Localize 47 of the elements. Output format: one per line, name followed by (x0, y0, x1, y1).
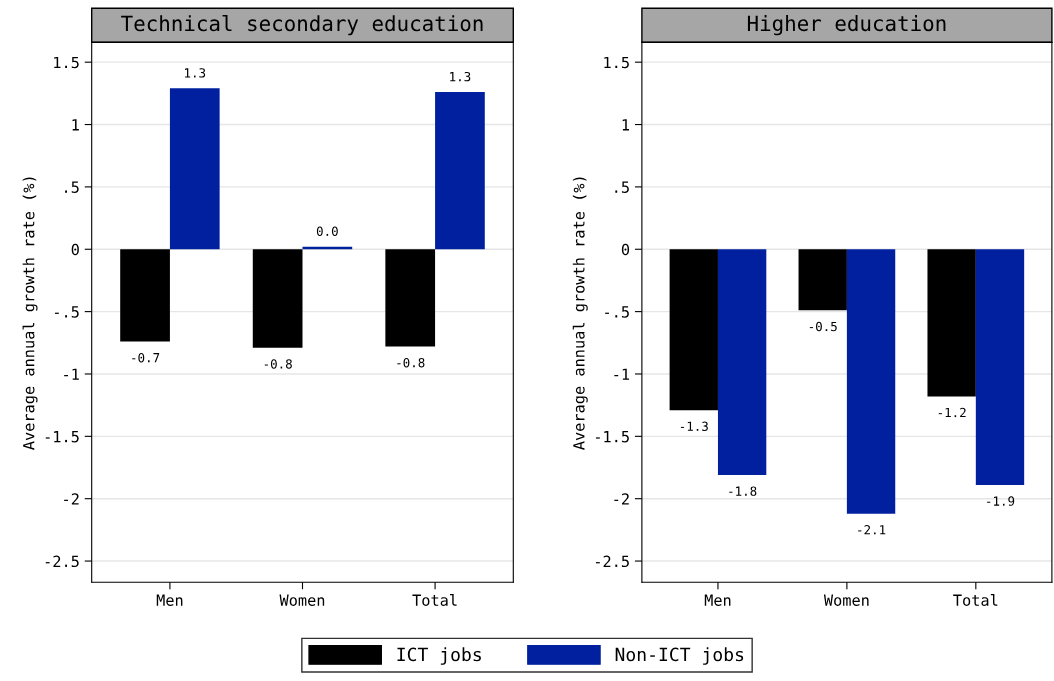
legend-label: Non-ICT jobs (615, 647, 744, 665)
data-label: -0.5 (809, 321, 837, 332)
data-label: -1.8 (729, 486, 757, 496)
y-tick-label: 0 (621, 243, 630, 256)
x-tick-label: Women (823, 594, 869, 606)
x-tick-label: Total (953, 594, 998, 606)
data-label: -0.8 (397, 357, 425, 368)
y-tick-label: 1.5 (54, 56, 79, 69)
y-tick-label: -1.5 (45, 431, 79, 443)
data-label: -1.9 (987, 496, 1015, 506)
y-tick-label: -.5 (605, 306, 629, 318)
data-label: -1.3 (680, 421, 708, 431)
bar (252, 249, 303, 348)
chart-title: Technical secondary education (121, 15, 483, 36)
data-label: 1.3 (184, 68, 206, 78)
y-axis-title: Average annual growth rate (%) (22, 177, 38, 450)
y-tick-label: .5 (65, 181, 79, 193)
legend-label: ICT jobs (397, 647, 481, 665)
y-tick-label: 1 (72, 119, 79, 131)
chart-title: Higher education (747, 15, 946, 36)
y-tick-label: .5 (615, 181, 629, 193)
y-tick-label: -2 (614, 493, 629, 505)
y-tick-label: -1 (614, 368, 630, 380)
y-tick-label: -1.5 (595, 431, 629, 443)
bar (385, 249, 436, 347)
y-tick-label: -.5 (54, 306, 79, 318)
y-tick-label: 1 (622, 119, 630, 131)
bar (169, 88, 220, 250)
x-tick-label: Total (412, 594, 457, 606)
bar (120, 249, 170, 342)
data-label: 1.3 (450, 71, 471, 82)
y-tick-label: 0 (71, 243, 79, 256)
y-axis-title: Average annual growth rate (%) (572, 177, 588, 450)
y-tick-label: -2 (64, 493, 79, 505)
y-tick-label: -2.5 (45, 555, 79, 568)
data-label: -0.7 (132, 352, 160, 363)
y-tick-label: -2.5 (595, 555, 629, 568)
data-label: -0.8 (264, 359, 292, 369)
bar (435, 92, 485, 250)
data-label: -1.2 (938, 407, 966, 418)
x-tick-label: Men (704, 594, 731, 606)
data-label: 0.0 (316, 226, 338, 237)
data-label: -2.1 (858, 525, 886, 535)
y-tick-label: -1 (64, 368, 79, 380)
x-tick-label: Women (279, 594, 325, 606)
x-tick-label: Men (156, 594, 183, 606)
y-tick-label: 1.5 (604, 56, 629, 69)
